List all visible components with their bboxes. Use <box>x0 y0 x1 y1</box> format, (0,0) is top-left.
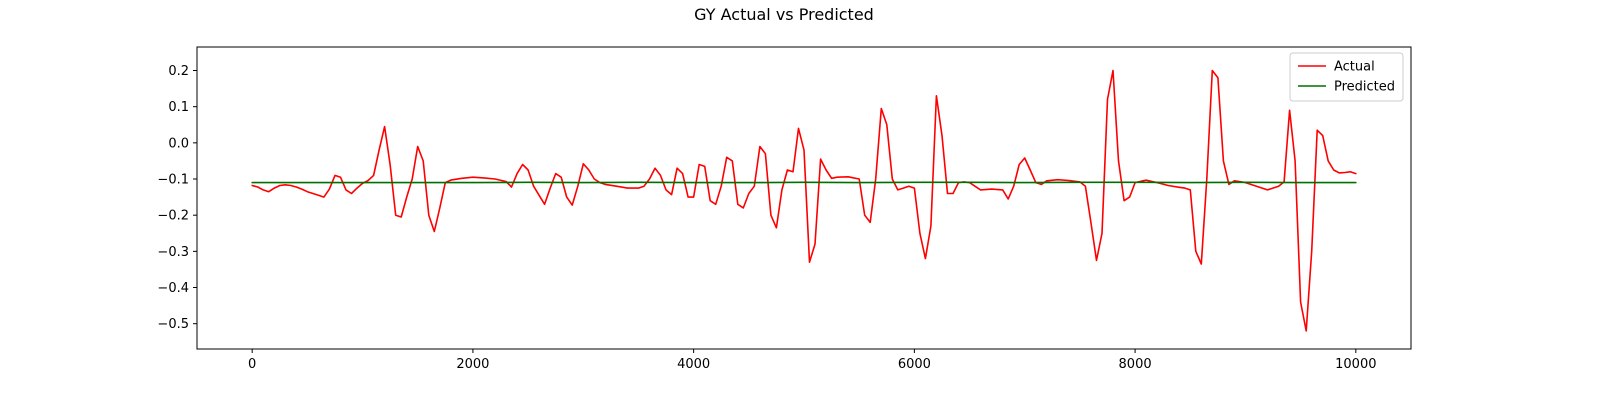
x-tick-label: 10000 <box>1335 357 1376 372</box>
y-tick-label: −0.5 <box>157 317 189 332</box>
x-tick-label: 4000 <box>677 357 710 372</box>
x-tick-label: 6000 <box>898 357 931 372</box>
chart-title: GY Actual vs Predicted <box>694 5 874 24</box>
plot-area <box>196 46 1412 350</box>
y-tick-label: −0.2 <box>157 209 189 224</box>
x-tick-label: 2000 <box>456 357 489 372</box>
series-layer <box>251 69 1357 332</box>
y-axis: 0.2 0.1 0.0 −0.1 −0.2 −0.3 −0.4 −0.5 <box>157 64 197 332</box>
series-line-actual <box>251 69 1357 332</box>
x-axis: 0 2000 4000 6000 8000 10000 <box>248 349 1376 372</box>
y-tick-label: −0.1 <box>157 173 189 188</box>
legend-label-actual: Actual <box>1334 60 1375 75</box>
y-tick-label: 0.1 <box>168 100 189 115</box>
y-tick-label: 0.2 <box>168 64 189 79</box>
y-tick-label: −0.3 <box>157 245 189 260</box>
legend: Actual Predicted <box>1289 52 1404 102</box>
y-tick-label: −0.4 <box>157 281 189 296</box>
y-tick-label: 0.0 <box>168 136 189 151</box>
x-tick-label: 0 <box>248 357 256 372</box>
plot-frame <box>196 46 1412 350</box>
legend-box <box>1289 52 1404 102</box>
x-tick-label: 8000 <box>1119 357 1152 372</box>
legend-label-predicted: Predicted <box>1334 80 1395 95</box>
